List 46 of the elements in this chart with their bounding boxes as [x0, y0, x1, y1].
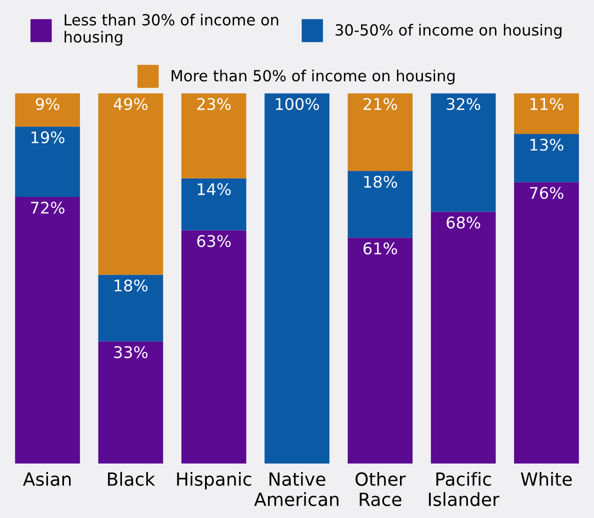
- data-label: 63%: [197, 235, 231, 248]
- data-label: 21%: [364, 98, 398, 110]
- x-tick-label: Pacific Islander: [428, 472, 500, 506]
- data-label: 18%: [114, 279, 148, 292]
- x-tick-label: Native American: [254, 472, 338, 506]
- bar: [430, 93, 496, 212]
- data-label: 13%: [530, 138, 564, 151]
- data-label: 9%: [36, 98, 60, 110]
- bar: [181, 230, 246, 464]
- legend-label: 30-50% of income on housing: [336, 24, 562, 39]
- x-tick-label: White: [520, 472, 572, 486]
- bar: [430, 212, 496, 464]
- bar: [15, 93, 80, 127]
- bar: [514, 182, 579, 464]
- bar: [514, 134, 579, 182]
- x-tick-label: Other Race: [356, 472, 406, 506]
- bar: [264, 93, 330, 464]
- data-label: 61%: [364, 242, 398, 254]
- bar: [98, 341, 164, 464]
- data-label: 32%: [446, 98, 480, 110]
- bar: [181, 93, 246, 178]
- data-label: 72%: [31, 202, 64, 214]
- data-label: 14%: [198, 183, 231, 196]
- x-tick-label: Asian: [23, 472, 71, 486]
- bar: [15, 126, 80, 197]
- bar: [181, 178, 246, 230]
- bar: [98, 93, 164, 275]
- data-label: 33%: [114, 346, 148, 358]
- data-label: 23%: [197, 98, 231, 110]
- data-label: 49%: [114, 98, 148, 110]
- x-tick-label: Black: [108, 472, 156, 486]
- data-label: 19%: [32, 131, 64, 144]
- legend-label: More than 50% of income on housing: [172, 70, 454, 84]
- bar: [348, 238, 413, 464]
- data-label: 100%: [276, 98, 319, 110]
- bar: [15, 196, 80, 464]
- bar: [348, 93, 413, 172]
- x-tick-label: Hispanic: [177, 472, 252, 490]
- data-label: 18%: [364, 176, 398, 188]
- bar: [514, 93, 579, 134]
- data-label: 11%: [530, 98, 564, 110]
- legend-label: Less than 30% of income on housing: [64, 14, 278, 46]
- bar: [348, 171, 413, 238]
- data-label: 68%: [446, 216, 480, 229]
- bar: [98, 274, 164, 342]
- data-label: 76%: [530, 186, 564, 199]
